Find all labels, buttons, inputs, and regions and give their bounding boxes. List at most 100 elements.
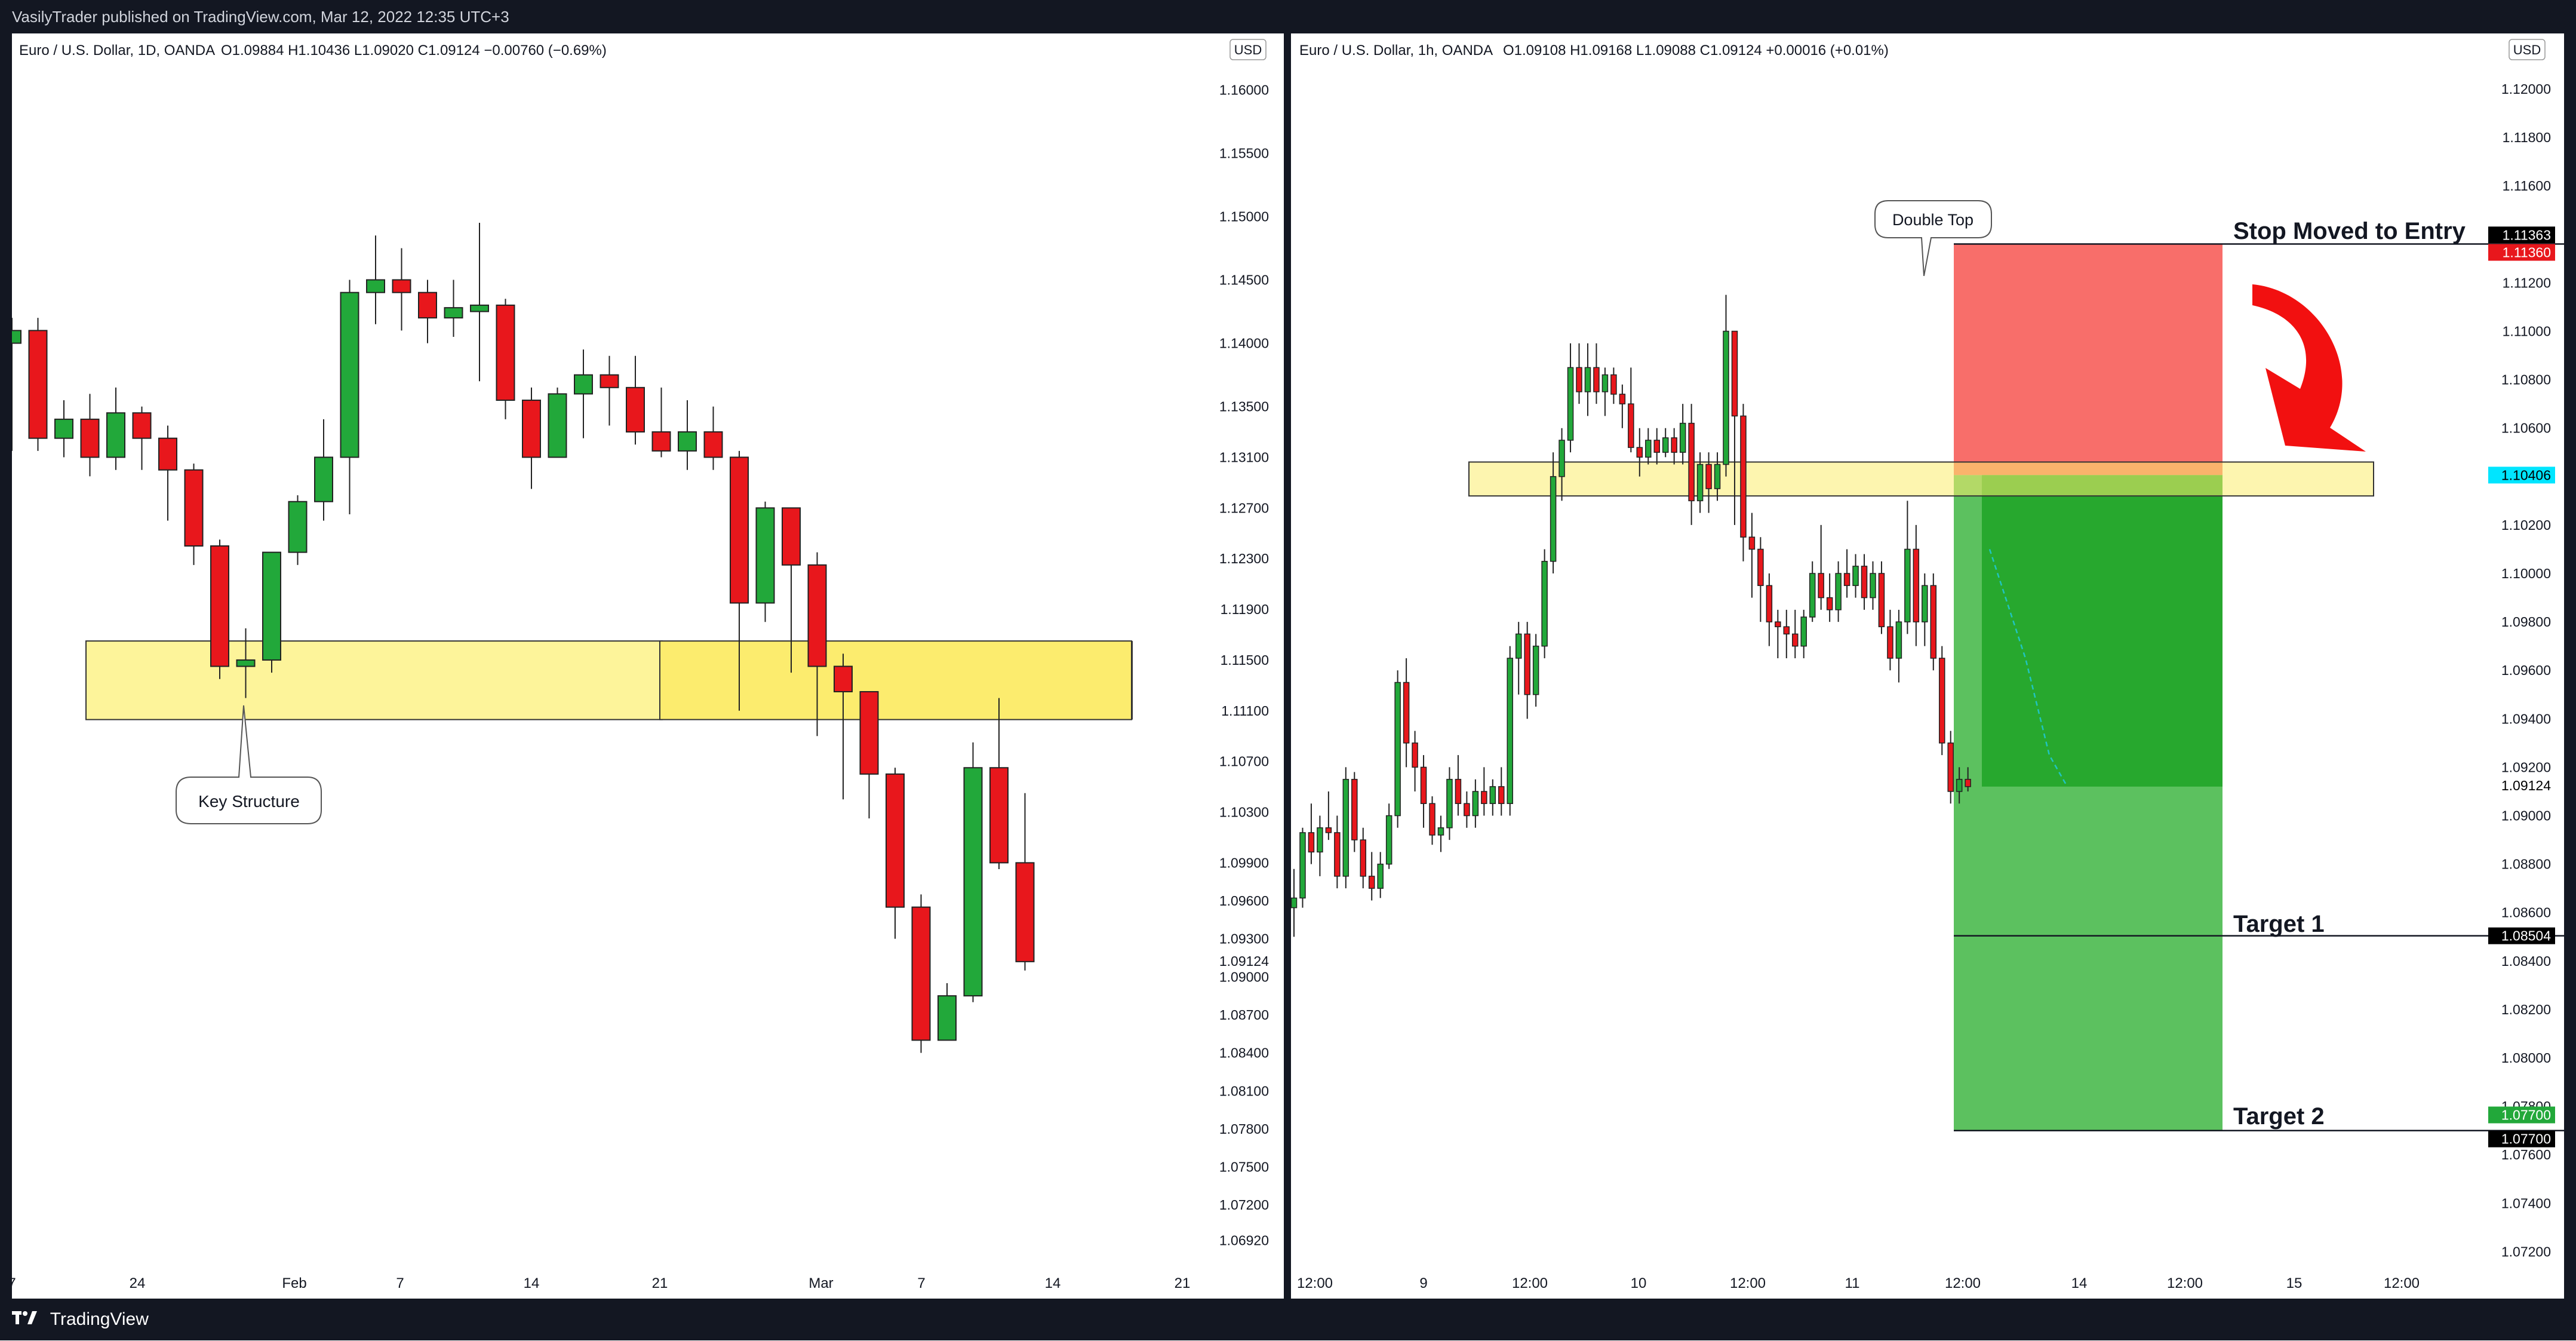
x-tick-label: 12:00 bbox=[1512, 1275, 1548, 1291]
publish-line: VasilyTrader published on TradingView.co… bbox=[12, 8, 509, 26]
candle-body bbox=[1403, 682, 1410, 744]
callout-bubble bbox=[176, 705, 322, 824]
y-tick-label: 1.09300 bbox=[1219, 931, 1269, 947]
candle-body bbox=[132, 412, 152, 439]
y-tick-label: 1.07500 bbox=[1219, 1159, 1269, 1175]
currency-badge bbox=[1229, 39, 1267, 60]
candle-body bbox=[1904, 548, 1911, 622]
candle-body bbox=[1688, 422, 1695, 502]
candle-body bbox=[1679, 422, 1686, 453]
candle-body bbox=[1550, 476, 1557, 562]
y-tick-label: 1.08600 bbox=[2501, 905, 2551, 920]
y-tick-label: 1.08700 bbox=[1219, 1007, 1269, 1023]
candle-body bbox=[1429, 803, 1435, 836]
y-tick-label: 1.08400 bbox=[2501, 953, 2551, 969]
candle-body bbox=[886, 773, 905, 908]
candle-body bbox=[1800, 616, 1807, 647]
double-top-label: Double Top bbox=[1892, 211, 1974, 229]
candle-body bbox=[366, 279, 385, 293]
currency-badge bbox=[2509, 39, 2546, 60]
y-tick-label: 1.10800 bbox=[2501, 372, 2551, 388]
ohlc-readout: O1.09108 H1.09168 L1.09088 C1.09124 +0.0… bbox=[1503, 42, 1889, 59]
x-tick-label: 15 bbox=[2286, 1275, 2303, 1291]
candle-body bbox=[522, 400, 541, 458]
y-tick-label: 1.09400 bbox=[2501, 711, 2551, 726]
target2-label: Target 2 bbox=[2233, 1103, 2325, 1130]
candle-body bbox=[1628, 403, 1634, 448]
publish-bar: VasilyTrader published on TradingView.co… bbox=[0, 0, 2576, 33]
candle-body bbox=[1913, 548, 1920, 622]
price-label-badge bbox=[2488, 467, 2555, 484]
candle-body bbox=[340, 291, 359, 458]
candle-body bbox=[1412, 742, 1418, 768]
target1-label: Target 1 bbox=[2233, 911, 2325, 937]
double-top-callout: Double Top bbox=[1874, 200, 1992, 277]
price-label-text: 1.07700 bbox=[2501, 1131, 2551, 1147]
candle-body bbox=[236, 659, 256, 667]
candle-body bbox=[1922, 585, 1928, 622]
candle-body bbox=[1645, 440, 1652, 458]
candle-body bbox=[1437, 827, 1444, 836]
price-label-text: 1.11363 bbox=[2503, 227, 2551, 243]
x-tick-label: Mar bbox=[809, 1275, 833, 1291]
daily-chart[interactable]: Key Structure Euro / U.S. Dollar, 1D, OAN… bbox=[12, 33, 1284, 1299]
price-label-text: 1.07700 bbox=[2501, 1107, 2551, 1123]
x-tick-label: 7 bbox=[396, 1275, 404, 1291]
candle-body bbox=[496, 304, 515, 401]
candle-body bbox=[1653, 440, 1660, 453]
price-label-badge bbox=[2488, 226, 2555, 244]
candle-body bbox=[1385, 815, 1392, 865]
price-label-badge bbox=[2488, 1106, 2555, 1124]
candle-body bbox=[1472, 791, 1479, 817]
candle-body bbox=[1818, 573, 1824, 599]
candle-body bbox=[755, 507, 775, 604]
candle-body bbox=[1705, 464, 1712, 489]
candle-body bbox=[1420, 766, 1427, 805]
price-label-text: 1.08504 bbox=[2501, 928, 2551, 944]
candle-body bbox=[1291, 897, 1298, 909]
candle-body bbox=[859, 691, 879, 775]
x-tick-label: 12:00 bbox=[2384, 1275, 2420, 1291]
candle-body bbox=[444, 307, 463, 319]
tradingview-brand: TradingView bbox=[50, 1309, 149, 1329]
candle-body bbox=[1351, 778, 1358, 840]
candle-body bbox=[1671, 437, 1677, 453]
y-tick-label: 1.07800 bbox=[1219, 1121, 1269, 1137]
candle-body bbox=[548, 393, 567, 458]
candle-body bbox=[262, 551, 281, 661]
y-tick-label: 1.10000 bbox=[2501, 566, 2551, 581]
candle-body bbox=[1852, 566, 1859, 587]
candle-body bbox=[1368, 876, 1375, 889]
y-tick-label: 1.09200 bbox=[2501, 759, 2551, 775]
chart-divider bbox=[1284, 33, 1291, 1299]
candle-body bbox=[1567, 367, 1574, 441]
candle-body bbox=[834, 665, 853, 692]
y-tick-label: 1.08100 bbox=[1219, 1083, 1269, 1098]
candle-body bbox=[1619, 394, 1626, 404]
currency-label: USD bbox=[1234, 42, 1262, 57]
candle-body bbox=[1835, 573, 1842, 610]
chart-title: Euro / U.S. Dollar, 1h, OANDA bbox=[1299, 42, 1493, 59]
candle-body bbox=[1507, 658, 1513, 805]
candle-body bbox=[1792, 633, 1799, 647]
hourly-chart[interactable]: Double Top Stop Moved to Entry Target 1 Tar… bbox=[1291, 33, 2564, 1299]
candle-body bbox=[210, 545, 229, 667]
candle-body bbox=[1636, 447, 1643, 458]
y-tick-label: 1.07600 bbox=[2501, 1147, 2551, 1162]
y-tick-label: 1.10200 bbox=[2501, 517, 2551, 533]
x-tick-label: 21 bbox=[652, 1275, 668, 1291]
candle-body bbox=[1308, 832, 1315, 853]
left-edge bbox=[0, 33, 12, 1299]
candle-body bbox=[1748, 536, 1756, 550]
candle-body bbox=[574, 374, 593, 395]
candle-body bbox=[1861, 566, 1868, 599]
candle-body bbox=[1498, 786, 1505, 805]
candle-body bbox=[1878, 573, 1885, 627]
candle-body bbox=[1464, 803, 1470, 817]
key-structure-zone-projection bbox=[659, 640, 1132, 720]
key-structure-label: Key Structure bbox=[198, 792, 300, 811]
candle-body bbox=[1481, 791, 1487, 805]
y-tick-label: 1.06920 bbox=[1219, 1233, 1269, 1248]
candle-body bbox=[1723, 330, 1729, 465]
price-label-badge bbox=[2488, 777, 2555, 794]
